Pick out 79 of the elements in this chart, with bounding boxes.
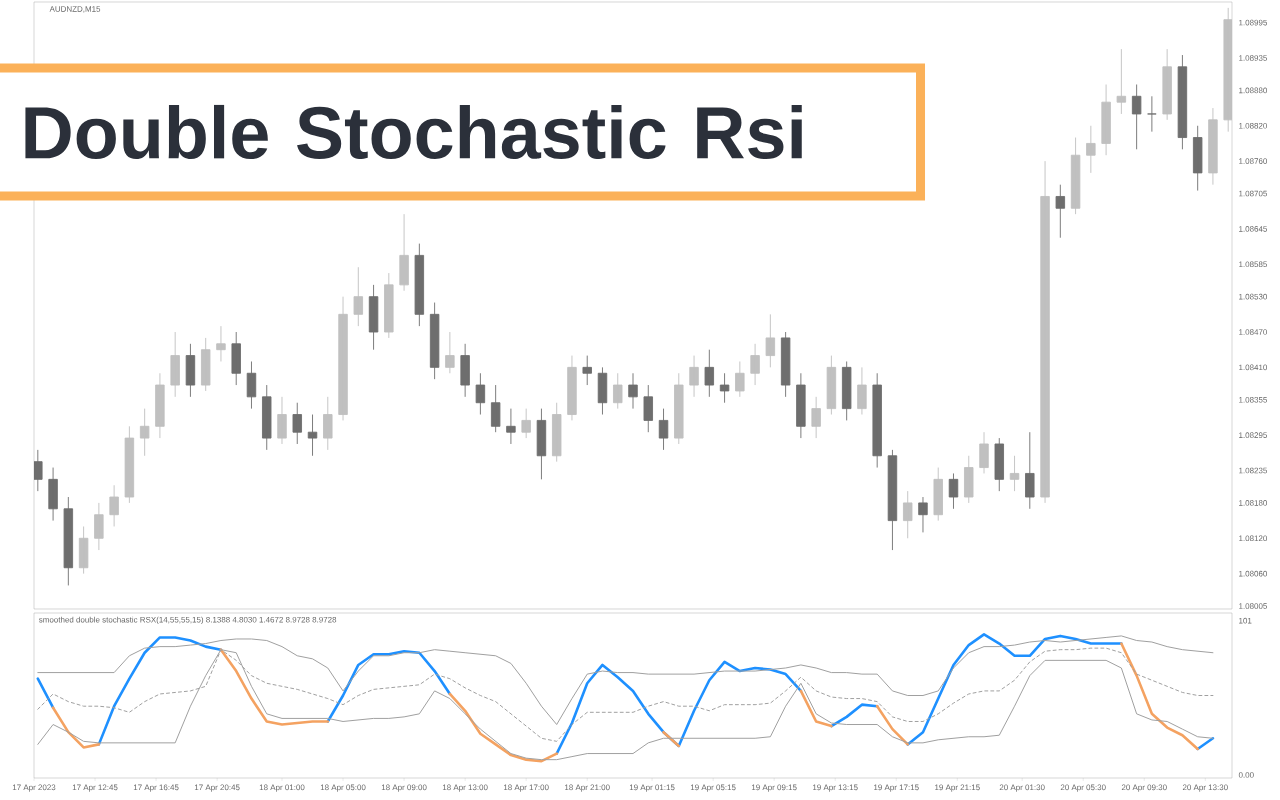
candlestick — [628, 372, 638, 410]
candlestick — [536, 408, 547, 480]
candlestick — [185, 343, 196, 398]
candlestick — [109, 484, 119, 527]
candlestick — [94, 502, 104, 551]
candlestick — [521, 408, 531, 439]
candlestick — [246, 361, 257, 410]
candlestick — [277, 396, 287, 445]
candlestick — [719, 372, 730, 404]
candlestick — [1192, 125, 1203, 192]
candlestick — [48, 467, 58, 522]
candlestick — [78, 526, 89, 575]
candlestick — [170, 331, 180, 398]
candlestick — [307, 414, 318, 457]
candlestick — [292, 402, 302, 445]
candlestick — [139, 408, 150, 457]
candlestick — [1009, 455, 1020, 492]
candlestick — [460, 343, 470, 398]
candlestick — [1116, 48, 1127, 115]
candlestick — [353, 266, 364, 327]
candlestick — [1025, 431, 1035, 510]
candlestick — [63, 496, 74, 586]
candlestick — [658, 408, 669, 451]
candlestick — [1147, 95, 1157, 133]
candlestick — [826, 355, 837, 415]
candlestick — [262, 384, 272, 451]
candlestick — [490, 384, 501, 433]
candlestick — [979, 431, 989, 474]
candlestick — [857, 366, 867, 415]
candlestick — [399, 213, 409, 292]
candlestick — [841, 361, 852, 421]
candlestick — [750, 343, 760, 386]
candlestick — [475, 372, 486, 415]
candlestick — [1086, 125, 1096, 174]
candlestick — [414, 243, 425, 327]
candlestick — [735, 361, 745, 398]
candlestick — [902, 490, 913, 539]
candlestick — [1208, 107, 1218, 186]
candlestick — [613, 372, 623, 410]
candlestick — [948, 473, 959, 510]
candlestick — [506, 408, 516, 445]
candlestick — [643, 384, 653, 433]
candlestick — [811, 396, 821, 439]
candlestick — [155, 372, 165, 439]
candlestick — [216, 325, 226, 362]
candlestick — [1177, 54, 1188, 150]
candlestick — [597, 366, 608, 415]
candlestick — [1162, 48, 1172, 121]
text: Double Stochastic Rsi — [25, 104, 802, 160]
candlestick — [124, 425, 135, 504]
candlestick — [445, 331, 455, 374]
candlestick — [872, 372, 882, 469]
candlestick — [887, 449, 898, 551]
candlestick — [765, 313, 776, 368]
candlestick — [796, 372, 806, 439]
candlestick — [674, 372, 684, 445]
candlestick — [231, 331, 241, 386]
candlestick — [964, 455, 974, 504]
candlestick — [1055, 184, 1066, 239]
candlestick — [429, 302, 440, 380]
candlestick — [567, 355, 577, 421]
candlestick — [34, 449, 43, 492]
candlestick — [704, 349, 715, 398]
candlestick — [551, 402, 562, 463]
candlestick — [368, 284, 379, 351]
candlestick — [1070, 137, 1081, 215]
candlestick — [933, 467, 943, 522]
candlestick — [323, 396, 333, 451]
candlestick — [994, 437, 1004, 492]
candlestick — [780, 331, 791, 398]
candlestick — [1040, 160, 1050, 504]
candlestick — [200, 337, 211, 392]
candlestick — [689, 355, 699, 398]
candlestick — [1131, 84, 1142, 150]
candlestick — [338, 296, 348, 421]
candlestick — [582, 355, 592, 386]
candlestick — [918, 496, 928, 533]
candlestick — [1101, 84, 1111, 156]
candlestick — [384, 272, 394, 339]
